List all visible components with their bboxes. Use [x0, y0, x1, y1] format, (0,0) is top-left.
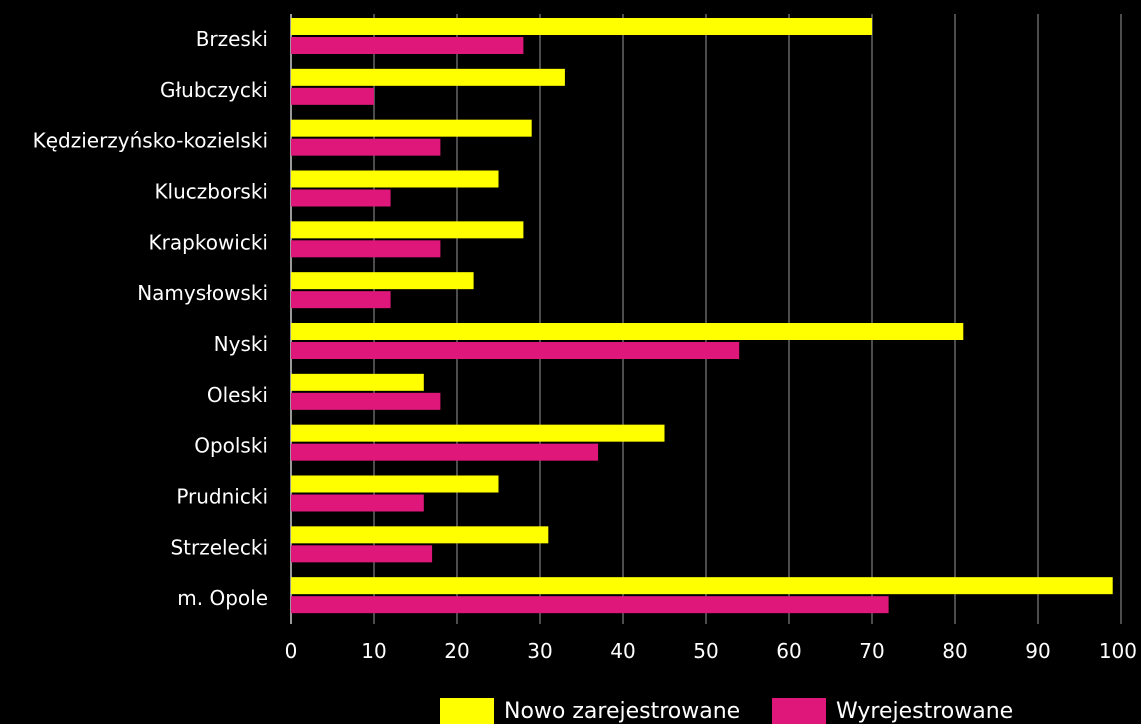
- x-tick-label: 50: [693, 639, 718, 663]
- bar-deregistered: [291, 87, 374, 105]
- legend-label-new: Nowo zarejestrowane: [504, 698, 741, 724]
- bar-deregistered: [291, 291, 391, 309]
- category-label: m. Opole: [177, 586, 268, 610]
- x-tick-label: 70: [859, 639, 884, 663]
- bar-deregistered: [291, 392, 441, 410]
- bar-deregistered: [291, 443, 599, 461]
- bar-deregistered: [291, 494, 424, 512]
- bar-deregistered: [291, 240, 441, 258]
- category-label: Kędzierzyńsko-kozielski: [33, 129, 268, 153]
- bar-chart: Brzeski Głubczycki Kędzierzyńsko-kozielski…: [33, 14, 1137, 663]
- bar-deregistered: [291, 138, 441, 156]
- category-label: Głubczycki: [160, 78, 268, 102]
- bar-deregistered: [291, 596, 889, 614]
- bar-deregistered: [291, 189, 391, 207]
- bar-new-registered: [291, 577, 1113, 595]
- bar-new-registered: [291, 18, 872, 35]
- x-tick-label: 80: [942, 639, 967, 663]
- bar-new-registered: [291, 272, 474, 290]
- category-label: Opolski: [194, 434, 268, 458]
- category-label: Namysłowski: [137, 281, 268, 305]
- bar-new-registered: [291, 221, 524, 239]
- bar-new-registered: [291, 170, 499, 188]
- bar-deregistered: [291, 342, 740, 359]
- legend-label-removed: Wyrejestrowane: [836, 698, 1014, 724]
- legend-item-new: Nowo zarejestrowane: [440, 698, 740, 724]
- bar-new-registered: [291, 526, 549, 544]
- category-label: Kluczborski: [154, 179, 268, 203]
- bar-new-registered: [291, 68, 565, 86]
- x-tick-label: 90: [1025, 639, 1050, 663]
- x-tick-label: 0: [285, 639, 298, 663]
- category-label: Oleski: [207, 383, 268, 407]
- legend-item-removed: Wyrejestrowane: [772, 698, 1013, 724]
- bar-new-registered: [291, 424, 665, 442]
- category-label: Nyski: [214, 332, 268, 356]
- bar-new-registered: [291, 475, 499, 493]
- legend-swatch-removed: [772, 698, 826, 724]
- x-tick-label: 40: [610, 639, 635, 663]
- x-tick-label: 10: [361, 639, 386, 663]
- x-tick-label: 100: [1099, 639, 1137, 663]
- category-label: Brzeski: [196, 27, 268, 51]
- x-tick-label: 60: [776, 639, 801, 663]
- category-label: Strzelecki: [170, 535, 268, 559]
- category-label: Krapkowicki: [149, 230, 268, 254]
- legend-swatch-new: [440, 698, 494, 724]
- bar-deregistered: [291, 545, 433, 563]
- bar-new-registered: [291, 119, 532, 137]
- x-tick-label: 20: [444, 639, 469, 663]
- bar-new-registered: [291, 373, 424, 391]
- x-tick-label: 30: [527, 639, 552, 663]
- legend: Nowo zarejestrowane Wyrejestrowane: [0, 690, 1141, 724]
- bar-new-registered: [291, 323, 964, 340]
- category-label: Prudnicki: [176, 484, 268, 508]
- bar-deregistered: [291, 37, 524, 54]
